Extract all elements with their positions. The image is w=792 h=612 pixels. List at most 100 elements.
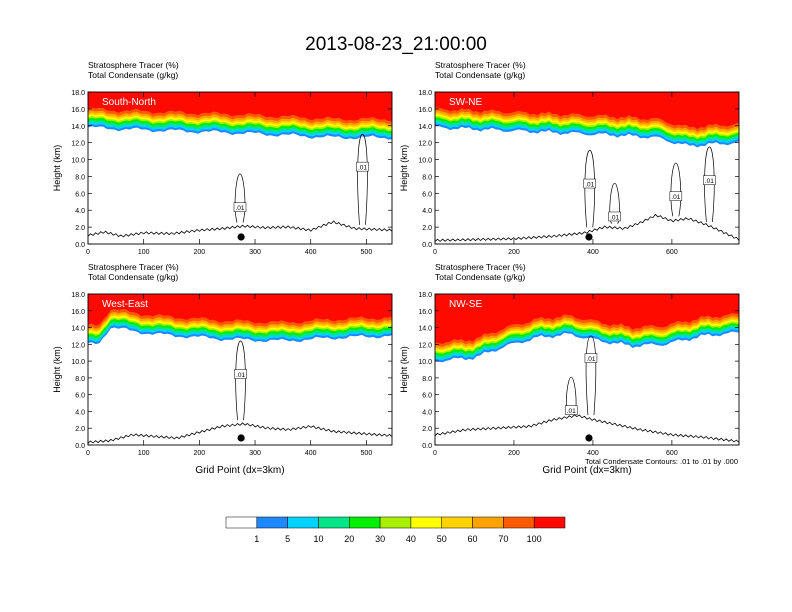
colorbar-level-label: 5 <box>285 534 290 544</box>
contour-label: .01 <box>585 182 594 189</box>
colorbar-swatch <box>410 516 442 529</box>
y-tick-label: 0.0 <box>422 443 432 450</box>
colorbar-level-label: 60 <box>468 534 478 544</box>
y-tick-label: 8.0 <box>75 376 85 383</box>
terrain-line <box>88 422 392 444</box>
panel-label: NW-SE <box>449 299 482 310</box>
x-tick-label: 300 <box>249 450 261 457</box>
tracer-band-100 <box>88 294 392 326</box>
panel-subtitle-tracer: Stratosphere Tracer (%) <box>435 262 526 272</box>
y-tick-label: 16.0 <box>418 309 432 316</box>
panel-subtitle-tracer: Stratosphere Tracer (%) <box>88 60 179 70</box>
y-axis-label: Height (km) <box>399 145 409 192</box>
location-marker <box>585 233 593 241</box>
colorbar-swatch <box>379 516 412 529</box>
panel-subtitle-condensate: Total Condensate (g/kg) <box>88 272 178 282</box>
y-tick-label: 10.0 <box>71 158 85 165</box>
y-axis-label: Height (km) <box>52 346 62 393</box>
colorbar-swatch <box>318 516 350 529</box>
y-tick-label: 18.0 <box>418 292 432 299</box>
y-tick-label: 2.0 <box>75 426 85 433</box>
x-tick-label: 500 <box>361 450 373 457</box>
y-tick-label: 4.0 <box>422 208 432 215</box>
location-marker <box>237 233 245 241</box>
figure-title: 2013-08-23_21:00:00 <box>305 34 487 55</box>
contour-label-box <box>233 202 247 212</box>
y-tick-label: 2.0 <box>422 225 432 232</box>
colorbar-level-label: 20 <box>344 534 354 544</box>
y-tick-label: 18.0 <box>71 292 85 299</box>
y-tick-label: 10.0 <box>71 359 85 366</box>
contour-label-box <box>703 175 716 185</box>
panel-swne: Stratosphere Tracer (%)Total Condensate … <box>399 60 740 256</box>
contour-label-box <box>584 353 598 363</box>
panel-label: SW-NE <box>449 97 482 108</box>
x-axis-label: Grid Point (dx=3km) <box>195 465 284 476</box>
x-tick-label: 100 <box>138 249 150 256</box>
contour-label-box <box>583 178 597 189</box>
panel-subtitle-condensate: Total Condensate (g/kg) <box>435 70 525 80</box>
tracer-band-100 <box>88 92 392 121</box>
contour-label-box <box>234 369 247 379</box>
colorbar-swatch <box>441 516 473 529</box>
y-tick-label: 18.0 <box>71 90 85 97</box>
y-tick-label: 12.0 <box>71 342 85 349</box>
y-tick-label: 6.0 <box>75 393 85 400</box>
y-tick-label: 12.0 <box>71 141 85 148</box>
panel-subtitle-tracer: Stratosphere Tracer (%) <box>88 262 179 272</box>
x-tick-label: 500 <box>361 249 373 256</box>
condensate-contour <box>235 340 246 421</box>
panel-frame <box>434 91 740 245</box>
y-tick-label: 14.0 <box>71 326 85 333</box>
x-tick-label: 0 <box>86 450 90 457</box>
x-tick-label: 400 <box>587 249 599 256</box>
panel-subtitle-condensate: Total Condensate (g/kg) <box>88 70 178 80</box>
location-marker <box>585 434 593 442</box>
condensate-contour <box>565 376 577 413</box>
y-tick-label: 8.0 <box>422 174 432 181</box>
colorbar-swatch <box>225 516 258 529</box>
condensate-contour <box>585 335 597 416</box>
panel-subtitle-condensate: Total Condensate (g/kg) <box>435 272 525 282</box>
y-tick-label: 8.0 <box>75 174 85 181</box>
colorbar-level-label: 30 <box>375 534 385 544</box>
y-tick-label: 10.0 <box>418 359 432 366</box>
x-tick-label: 0 <box>433 450 437 457</box>
y-axis-label: Height (km) <box>52 145 62 192</box>
y-tick-label: 16.0 <box>71 309 85 316</box>
contour-footnote: Total Condensate Contours: .01 to .01 by… <box>585 457 738 466</box>
condensate-contour <box>357 133 368 225</box>
colorbar-swatch <box>287 516 319 529</box>
panel-sn: Stratosphere Tracer (%)Total Condensate … <box>52 60 393 256</box>
y-tick-label: 4.0 <box>75 409 85 416</box>
colorbar: 1 5 10 20 30 40 50 60 70 100 <box>225 516 566 544</box>
panel-label: West-East <box>102 299 148 310</box>
y-tick-label: 4.0 <box>75 208 85 215</box>
contour-label: .01 <box>705 178 714 185</box>
panel-frame <box>87 293 393 446</box>
plot-area: .01 .01 <box>88 92 392 244</box>
colorbar-level-label: 100 <box>527 534 542 544</box>
tracer-band-100 <box>435 294 739 344</box>
panel-subtitle-tracer: Stratosphere Tracer (%) <box>435 60 526 70</box>
panel-label: South-North <box>102 97 156 108</box>
colorbar-swatch <box>533 516 566 529</box>
colorbar-level-label: 50 <box>437 534 447 544</box>
y-tick-label: 16.0 <box>418 107 432 114</box>
x-tick-label: 400 <box>587 450 599 457</box>
colorbar-swatch <box>349 516 381 529</box>
contour-label: .01 <box>236 372 245 379</box>
colorbar-swatch <box>256 516 288 529</box>
y-tick-label: 0.0 <box>75 242 85 249</box>
contour-label: .01 <box>235 205 244 212</box>
plot-area: .01 .01 <box>435 294 739 445</box>
contour-label-box <box>669 191 683 201</box>
contour-label-box <box>564 405 578 415</box>
x-tick-label: 100 <box>138 450 150 457</box>
y-axis-label: Height (km) <box>399 346 409 393</box>
y-tick-label: 8.0 <box>422 376 432 383</box>
y-tick-label: 4.0 <box>422 409 432 416</box>
tracer-band-100 <box>435 92 739 129</box>
contour-label-box <box>356 161 369 172</box>
